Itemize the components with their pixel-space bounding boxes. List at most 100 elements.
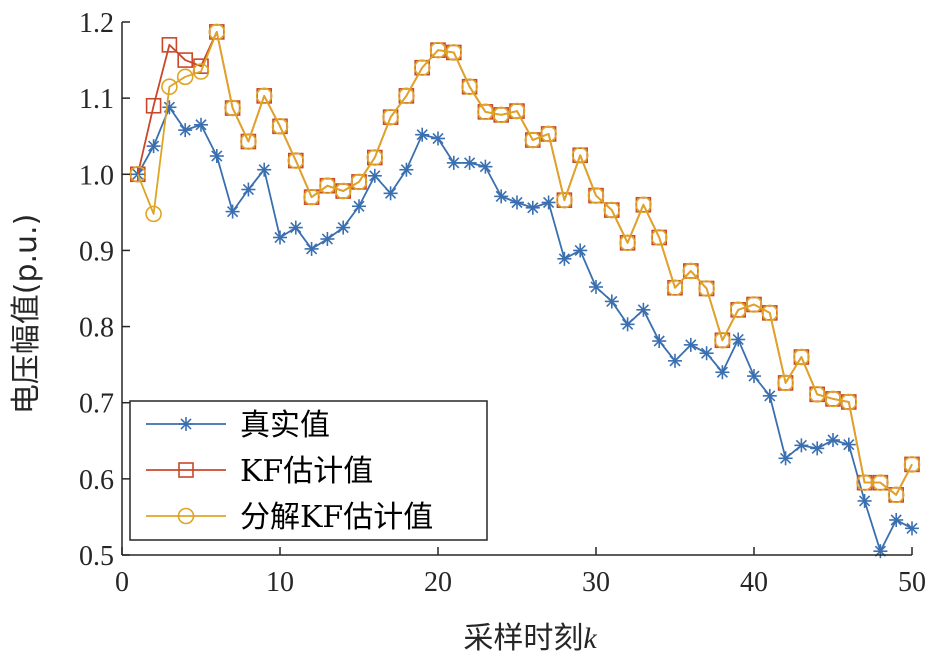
data-point [525, 200, 540, 215]
data-point [761, 304, 779, 322]
data-point [271, 118, 289, 135]
data-point [461, 78, 478, 96]
data-point [162, 100, 177, 115]
data-point [257, 162, 272, 177]
x-tick-label: 0 [115, 567, 129, 598]
y-tick-label: 0.8 [79, 313, 114, 344]
y-tick-label: 1.2 [79, 8, 114, 39]
x-axis-title-main: 采样时刻 [463, 621, 583, 656]
data-point [161, 37, 178, 53]
data-point [398, 87, 415, 105]
data-point [129, 165, 147, 183]
legend-item: 真实值 [146, 408, 330, 443]
data-point [840, 393, 858, 411]
data-point [745, 296, 763, 313]
legend-item: KF估计值 [146, 454, 373, 489]
data-point [176, 68, 194, 86]
data-point [146, 139, 161, 154]
data-point [382, 108, 399, 126]
data-point [873, 544, 888, 559]
series-line [136, 30, 913, 496]
legend-item: 分解KF估计值 [146, 500, 433, 535]
x-tick-label: 40 [740, 567, 768, 598]
data-point [731, 332, 746, 347]
data-point [478, 159, 493, 174]
data-point [777, 374, 794, 392]
data-point [571, 146, 589, 164]
data-point [366, 149, 384, 166]
data-point [699, 346, 714, 361]
data-point [383, 186, 398, 201]
x-tick-label: 50 [898, 567, 926, 598]
data-point [145, 97, 162, 114]
data-point [429, 41, 447, 59]
data-point [192, 63, 210, 80]
data-point [415, 127, 430, 142]
legend-label: 分解KF估计值 [240, 500, 433, 535]
data-point [587, 187, 605, 204]
data-point [557, 251, 572, 266]
data-point [241, 182, 256, 197]
data-point [824, 390, 842, 408]
data-point [589, 279, 603, 294]
data-point [604, 294, 619, 309]
data-point [652, 334, 667, 349]
data-point [762, 388, 777, 403]
data-point [856, 474, 873, 491]
legend-marker [177, 507, 195, 525]
y-axis-title: 电压幅值(p.u.) [9, 214, 44, 415]
data-point [556, 191, 573, 209]
data-point [524, 131, 542, 149]
data-point [698, 280, 715, 297]
data-point [905, 521, 919, 536]
data-point [320, 232, 335, 247]
data-point [288, 220, 303, 235]
data-point [620, 317, 635, 332]
data-point [826, 433, 840, 448]
y-tick-label: 0.7 [79, 389, 114, 420]
data-point [857, 493, 872, 508]
data-point [145, 205, 162, 223]
series-3 [129, 23, 921, 504]
data-point [635, 196, 652, 214]
data-point [603, 201, 621, 219]
axes-layer: 0 10 20 30 40 50 0.5 0.6 0.7 0.8 0.9 1.0 1.1 1.2 [79, 8, 926, 598]
data-point [747, 369, 761, 384]
data-point [367, 168, 382, 183]
data-point [714, 331, 731, 349]
data-point [494, 189, 509, 204]
data-point [841, 437, 856, 452]
data-point [887, 486, 905, 504]
data-point [178, 123, 193, 138]
series-1 [130, 100, 919, 559]
data-point [399, 162, 414, 177]
data-point [668, 353, 682, 368]
data-point [446, 155, 461, 170]
x-axis-title: 采样时刻k [463, 621, 597, 656]
data-point [477, 103, 494, 121]
data-point [287, 152, 305, 169]
data-point [209, 149, 224, 164]
data-point [715, 365, 730, 380]
data-point [193, 58, 209, 74]
data-point [303, 188, 320, 206]
data-point [683, 337, 698, 352]
x-axis-title-variable: k [583, 622, 597, 655]
data-point [336, 220, 351, 235]
data-point [540, 125, 557, 143]
data-point [225, 204, 240, 219]
data-point [808, 386, 826, 403]
data-point [508, 102, 526, 120]
legend-label: KF估计值 [240, 454, 373, 489]
x-tick-label: 10 [266, 567, 294, 598]
data-point [445, 44, 463, 61]
data-point [352, 199, 366, 214]
data-point [462, 155, 477, 170]
data-point [161, 78, 178, 96]
legend-marker [178, 462, 194, 478]
data-point [778, 451, 793, 466]
data-point [619, 234, 636, 252]
data-point [541, 195, 556, 210]
